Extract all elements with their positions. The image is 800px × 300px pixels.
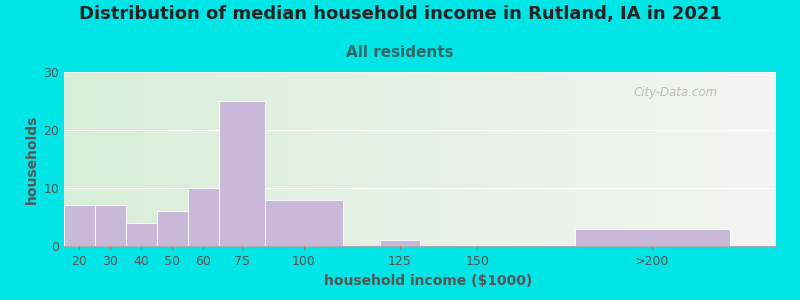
Bar <box>126 223 157 246</box>
Text: City-Data.com: City-Data.com <box>634 86 718 99</box>
Bar <box>64 206 95 246</box>
Bar <box>157 211 188 246</box>
Text: All residents: All residents <box>346 45 454 60</box>
Text: household income ($1000): household income ($1000) <box>324 274 532 288</box>
Bar <box>266 200 342 246</box>
Bar <box>380 240 420 246</box>
Bar <box>188 188 218 246</box>
Bar <box>574 229 730 246</box>
Text: Distribution of median household income in Rutland, IA in 2021: Distribution of median household income … <box>78 4 722 22</box>
Bar <box>95 206 126 246</box>
Bar <box>218 101 266 246</box>
Y-axis label: households: households <box>25 114 39 204</box>
